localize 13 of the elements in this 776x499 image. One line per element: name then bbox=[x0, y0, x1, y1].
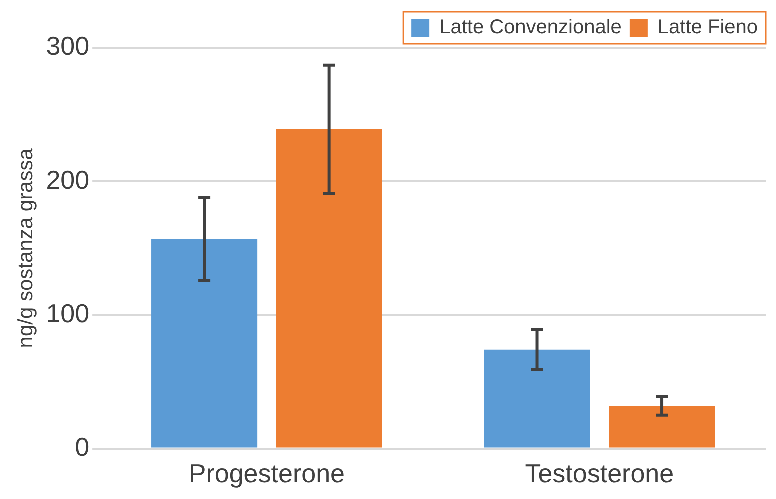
bar bbox=[484, 350, 590, 448]
legend-label: Latte Fieno bbox=[658, 16, 758, 39]
y-tick-label: 300 bbox=[46, 31, 90, 62]
y-axis-title: ng/g sostanza grassa bbox=[14, 148, 38, 348]
bar bbox=[276, 129, 382, 448]
x-tick-label: Testosterone bbox=[525, 458, 674, 489]
y-tick-label: 200 bbox=[46, 164, 90, 195]
bar bbox=[609, 406, 716, 448]
x-tick-label: Progesterone bbox=[188, 458, 345, 489]
bar bbox=[152, 239, 258, 448]
legend-label: Latte Convenzionale bbox=[440, 16, 622, 39]
y-tick-label: 0 bbox=[75, 432, 90, 462]
y-tick-label: 100 bbox=[46, 298, 90, 328]
